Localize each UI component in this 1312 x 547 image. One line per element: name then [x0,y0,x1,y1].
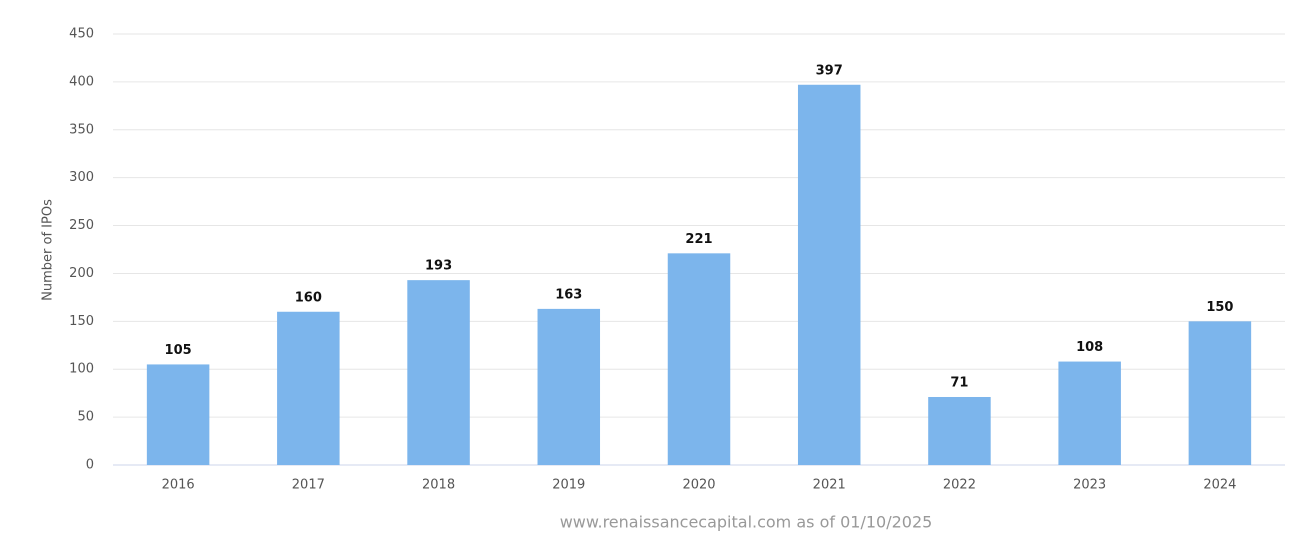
x-tick-label: 2018 [422,478,455,493]
y-tick-label: 350 [69,122,94,137]
bar [277,311,340,465]
y-axis-title: Number of IPOs [41,199,56,301]
bar [797,84,861,466]
y-tick-label: 200 [69,266,94,281]
bar [667,253,731,465]
y-tick-label: 300 [69,170,94,185]
x-tick-label: 2020 [682,478,715,493]
y-tick-label: 50 [77,410,94,425]
data-label: 108 [1076,340,1103,355]
x-tick-label: 2024 [1203,478,1236,493]
data-label: 221 [685,232,712,247]
bar [1058,361,1121,465]
y-tick-label: 250 [69,218,94,233]
bar [407,280,470,465]
y-tick-label: 450 [69,27,94,42]
data-label: 150 [1206,300,1233,315]
y-tick-label: 150 [69,314,94,329]
x-tick-label: 2021 [813,478,846,493]
x-tick-label: 2017 [292,478,325,493]
y-tick-label: 100 [69,362,94,377]
data-label: 105 [165,343,192,358]
y-tick-label: 400 [69,74,94,89]
data-label: 71 [950,375,968,390]
y-tick-label: 0 [86,458,94,473]
data-label: 397 [816,63,843,78]
bar [146,364,210,465]
data-label: 160 [295,290,322,305]
data-label: 193 [425,259,452,274]
bar [537,308,601,465]
x-tick-label: 2023 [1073,478,1106,493]
data-label: 163 [555,287,582,302]
x-tick-label: 2019 [552,478,585,493]
bar [928,396,991,465]
x-tick-label: 2016 [162,478,195,493]
bar [1188,321,1252,465]
x-tick-label: 2022 [943,478,976,493]
source-note: www.renaissancecapital.com as of 01/10/2… [560,513,933,532]
